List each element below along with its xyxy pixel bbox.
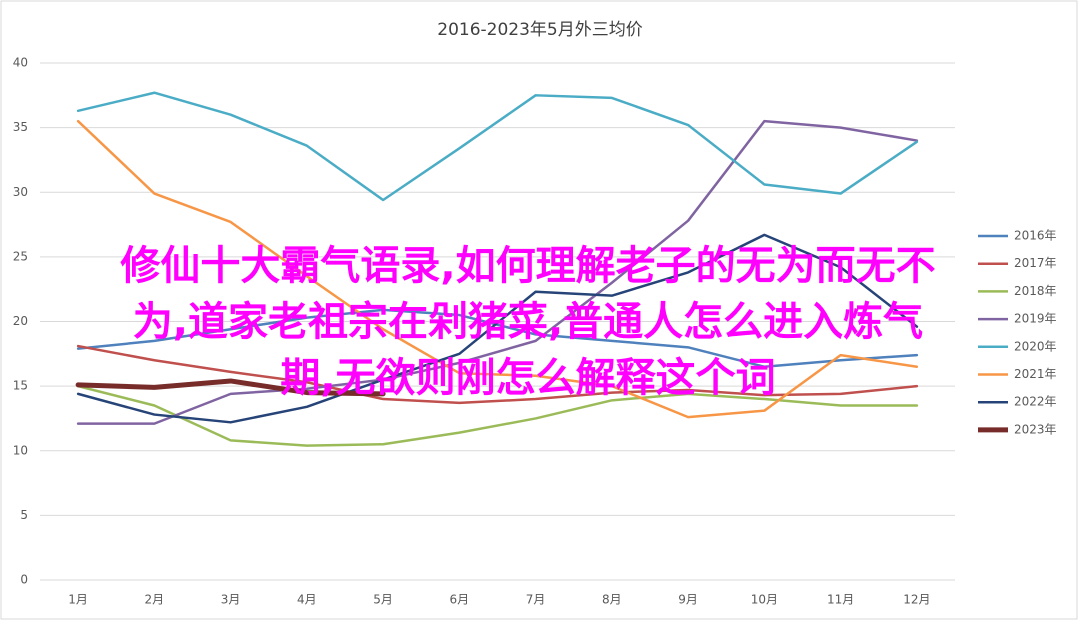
x-tick-label: 6月 (450, 593, 470, 607)
y-tick-label: 30 (13, 185, 28, 199)
x-tick-label: 1月 (68, 593, 88, 607)
y-tick-label: 15 (13, 379, 28, 393)
overlay-text: 为,道家老祖宗在剁猪菜,普通人怎么进入炼气 (133, 299, 923, 345)
chart-title: 2016-2023年5月外三均价 (437, 20, 642, 40)
y-tick-label: 10 (13, 443, 28, 457)
x-tick-label: 7月 (526, 593, 546, 607)
x-tick-label: 12月 (903, 593, 930, 607)
y-tick-label: 35 (13, 120, 28, 134)
series-line (76, 233, 919, 424)
y-tick-label: 20 (13, 314, 28, 328)
series-line (76, 119, 919, 425)
x-tick-label: 5月 (373, 593, 393, 607)
series-line (76, 91, 919, 202)
legend-label: 2022年 (1014, 395, 1057, 409)
x-tick-label: 8月 (602, 593, 622, 607)
x-tick-label: 11月 (827, 593, 854, 607)
overlay-text: 期,无欲则刚怎么解释这个词 (280, 355, 775, 401)
y-tick-label: 25 (13, 249, 28, 263)
x-tick-label: 10月 (751, 593, 778, 607)
y-tick-label: 40 (13, 56, 28, 70)
x-tick-label: 3月 (221, 593, 241, 607)
series-line (76, 308, 919, 368)
x-tick-label: 2月 (145, 593, 165, 607)
legend-label: 2021年 (1014, 367, 1057, 381)
legend-label: 2020年 (1014, 339, 1057, 353)
legend-label: 2023年 (1014, 422, 1057, 436)
x-tick-label: 9月 (678, 593, 698, 607)
series-line (76, 344, 919, 405)
series-line (76, 119, 919, 419)
overlay-text: 修仙十大霸气语录,如何理解老子的无为而无不 (120, 243, 935, 289)
legend-label: 2016年 (1014, 229, 1057, 243)
legend-label: 2017年 (1014, 256, 1057, 270)
series-line (75, 378, 386, 397)
legend-label: 2018年 (1014, 284, 1057, 298)
legend-label: 2019年 (1014, 312, 1057, 326)
x-tick-label: 4月 (297, 593, 317, 607)
y-tick-label: 5 (20, 508, 28, 522)
y-tick-label: 0 (20, 573, 28, 587)
